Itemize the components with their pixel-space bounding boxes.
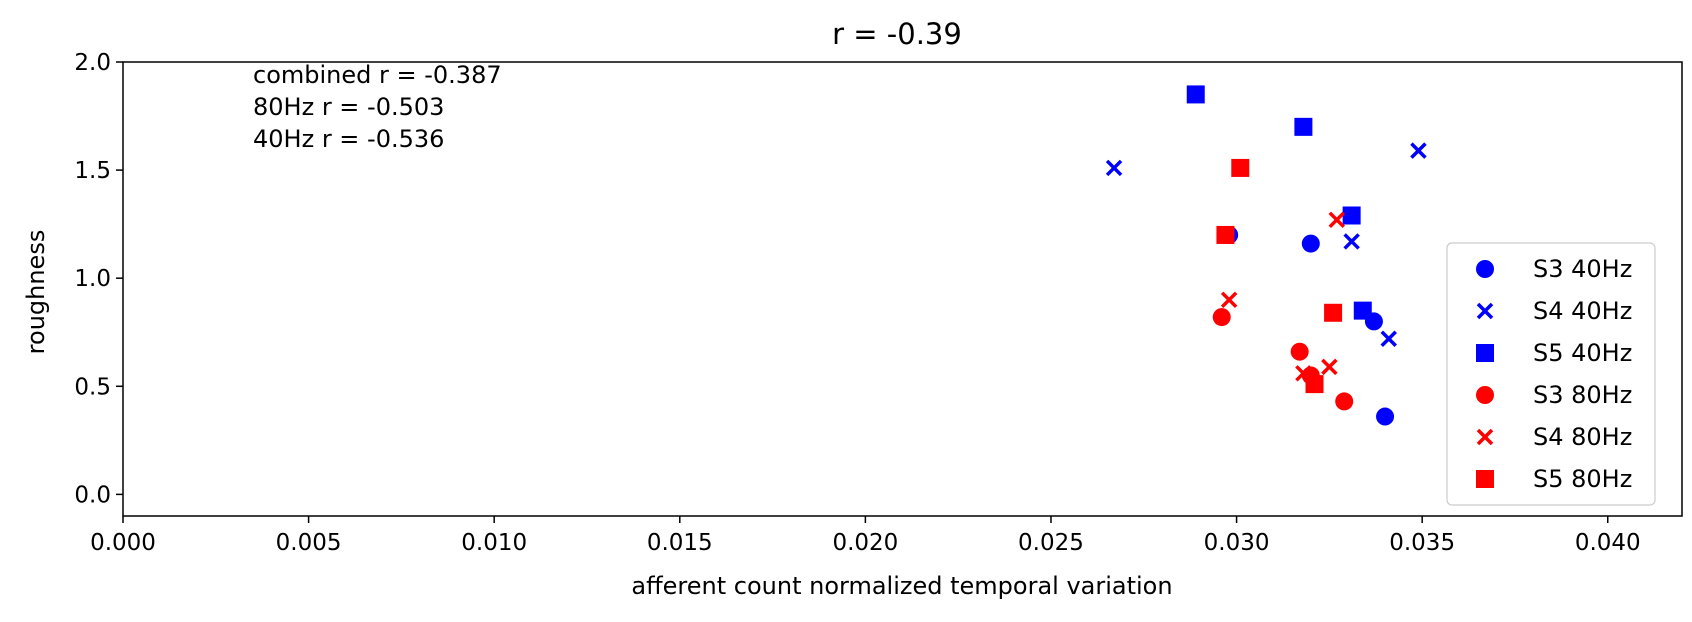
data-point [1216, 225, 1235, 244]
x-tick-label: 0.015 [647, 530, 713, 556]
x-tick-label: 0.000 [90, 530, 156, 556]
legend-label: S4 80Hz [1533, 423, 1632, 451]
data-point [1220, 291, 1238, 309]
legend-marker [1476, 428, 1494, 446]
data-point [1186, 85, 1205, 104]
legend-marker [1476, 470, 1494, 488]
correlation-annotation: combined r = -0.387 [253, 61, 502, 89]
data-point [1301, 234, 1320, 253]
y-axis-ticks: 0.0 0.5 1.0 1.5 2.0 [74, 50, 123, 508]
legend-marker [1476, 344, 1494, 362]
data-point [1353, 301, 1372, 320]
x-tick-label: 0.040 [1575, 530, 1641, 556]
data-point [1294, 117, 1313, 136]
x-tick-label: 0.005 [276, 530, 342, 556]
legend-marker [1476, 260, 1494, 278]
data-point [1321, 358, 1338, 376]
legend-marker [1476, 302, 1494, 320]
legend-label: S4 40Hz [1533, 297, 1632, 325]
data-point [1231, 158, 1250, 177]
x-tick-label: 0.025 [1018, 530, 1084, 556]
y-tick-label: 2.0 [74, 50, 111, 76]
y-axis-label: roughness [22, 230, 50, 355]
legend-label: S5 40Hz [1533, 339, 1632, 367]
x-tick-label: 0.010 [461, 530, 527, 556]
y-tick-label: 0.0 [74, 482, 111, 508]
chart-title: r = -0.39 [832, 17, 962, 51]
x-axis-label: afferent count normalized temporal varia… [631, 572, 1172, 600]
data-point [1305, 375, 1324, 394]
x-tick-label: 0.035 [1389, 530, 1455, 556]
data-point [1380, 330, 1397, 347]
x-axis-ticks: 0.000 0.005 0.010 0.015 0.020 0.025 0.030 0.035… [90, 516, 1641, 556]
legend-label: S3 40Hz [1533, 255, 1632, 283]
y-tick-label: 1.0 [74, 266, 111, 292]
data-point [1343, 233, 1360, 250]
data-point [1290, 342, 1309, 361]
legend: S3 40Hz S4 40Hz S5 40Hz S3 80Hz S4 80Hz S5 80… [1446, 242, 1656, 506]
data-point [1376, 407, 1395, 426]
data-point [1342, 206, 1361, 225]
data-point [1410, 142, 1427, 159]
x-tick-label: 0.020 [832, 530, 898, 556]
y-tick-label: 1.5 [74, 158, 111, 184]
data-point [1328, 211, 1346, 229]
data-point [1335, 392, 1354, 411]
correlation-annotation: 80Hz r = -0.503 [253, 93, 444, 121]
correlation-annotations: combined r = -0.387 80Hz r = -0.503 40Hz r… [253, 61, 502, 153]
legend-box [1446, 242, 1656, 506]
legend-label: S3 80Hz [1533, 381, 1632, 409]
correlation-annotation: 40Hz r = -0.536 [253, 125, 444, 153]
plot-frame [122, 61, 1683, 517]
data-point [1105, 159, 1123, 177]
data-point [1212, 308, 1231, 327]
data-point [1324, 303, 1343, 322]
data-points [1105, 85, 1427, 426]
legend-label: S5 80Hz [1533, 465, 1632, 493]
y-tick-label: 0.5 [74, 374, 111, 400]
x-tick-label: 0.030 [1204, 530, 1270, 556]
legend-marker [1476, 386, 1494, 404]
